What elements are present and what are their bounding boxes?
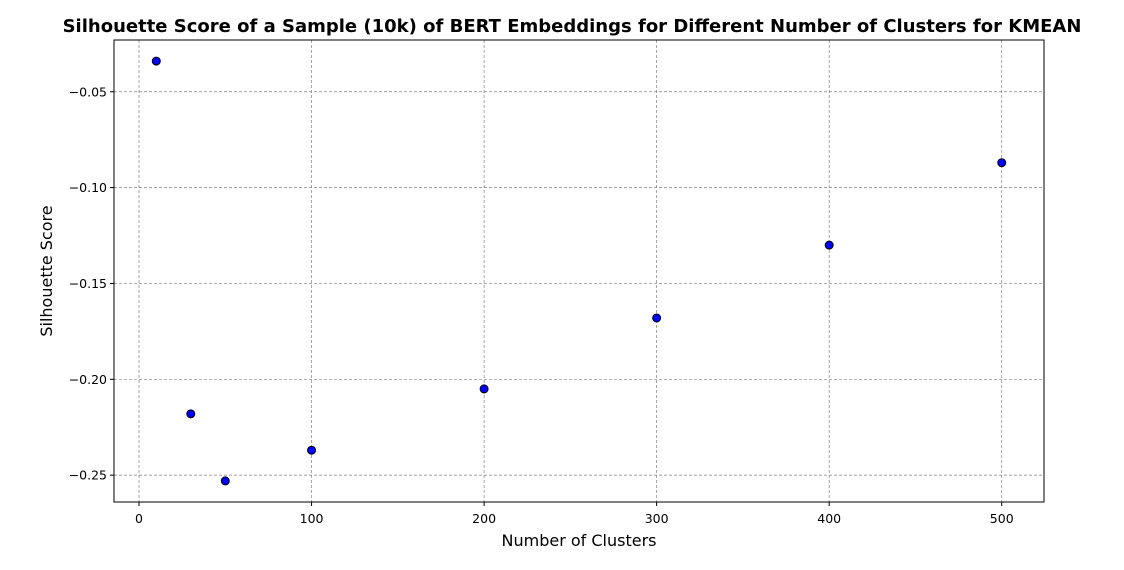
- chart-title: Silhouette Score of a Sample (10k) of BE…: [63, 16, 1082, 37]
- x-tick-label: 100: [300, 511, 324, 526]
- x-tick-label: 200: [472, 511, 496, 526]
- y-axis-ticks: −0.05 −0.10 −0.15 −0.20 −0.25: [69, 84, 114, 483]
- x-tick-label: 300: [645, 511, 669, 526]
- data-point: [479, 384, 489, 394]
- data-point: [186, 409, 196, 419]
- y-axis-label: Silhouette Score: [37, 205, 56, 336]
- plot-frame: [113, 39, 1045, 503]
- x-axis-ticks: 0 100 200 300 400 500: [135, 502, 1014, 526]
- y-tick-label: −0.20: [69, 372, 107, 387]
- y-tick-label: −0.10: [69, 180, 107, 195]
- data-point: [220, 476, 230, 486]
- x-tick-label: 500: [990, 511, 1014, 526]
- grid-lines: [114, 40, 1044, 502]
- data-point: [824, 240, 834, 250]
- y-tick-label: −0.15: [69, 276, 107, 291]
- x-tick-label: 400: [817, 511, 841, 526]
- data-point: [652, 313, 662, 323]
- data-point: [307, 445, 317, 455]
- data-point: [997, 158, 1007, 168]
- y-tick-label: −0.05: [69, 84, 107, 99]
- data-point: [151, 56, 161, 66]
- y-tick-label: −0.25: [69, 468, 107, 483]
- x-axis-label: Number of Clusters: [502, 531, 657, 550]
- x-tick-label: 0: [135, 511, 143, 526]
- data-points: [151, 56, 1007, 486]
